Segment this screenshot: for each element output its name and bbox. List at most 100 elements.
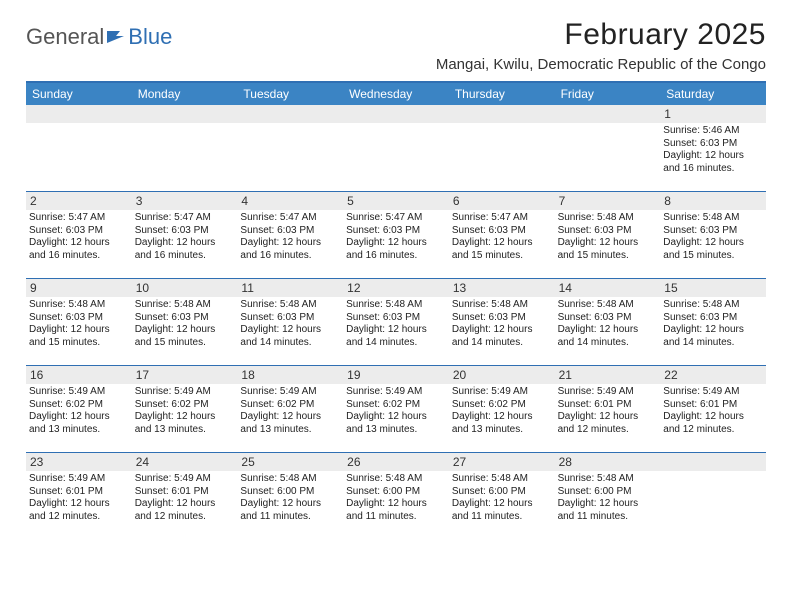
day-number-row xyxy=(449,105,555,123)
day-info: Sunrise: 5:48 AMSunset: 6:03 PMDaylight:… xyxy=(135,299,235,349)
day-number: 6 xyxy=(449,192,464,210)
day-number-row: 24 xyxy=(132,453,238,471)
day-number: 28 xyxy=(555,453,576,471)
day-number-row xyxy=(132,105,238,123)
day-number: 5 xyxy=(343,192,358,210)
day-header-sun: Sunday xyxy=(26,83,132,105)
calendar-cell: 22Sunrise: 5:49 AMSunset: 6:01 PMDayligh… xyxy=(660,366,766,452)
day-number-row xyxy=(343,105,449,123)
day-number-row: 18 xyxy=(237,366,343,384)
day-number-row: 25 xyxy=(237,453,343,471)
day-number: 16 xyxy=(26,366,47,384)
day-number-row: 28 xyxy=(555,453,661,471)
day-header-wed: Wednesday xyxy=(343,83,449,105)
calendar-cell xyxy=(343,105,449,191)
day-number-row: 6 xyxy=(449,192,555,210)
logo-text-general: General xyxy=(26,24,104,50)
calendar-cell: 8Sunrise: 5:48 AMSunset: 6:03 PMDaylight… xyxy=(660,192,766,278)
day-number: 9 xyxy=(26,279,41,297)
day-number-row: 17 xyxy=(132,366,238,384)
calendar-cell: 2 Sunrise: 5:47 AMSunset: 6:03 PMDaylight… xyxy=(26,192,132,278)
calendar-cell: 12 Sunrise: 5:48 AMSunset: 6:03 PMDayligh… xyxy=(343,279,449,365)
day-number: 25 xyxy=(237,453,258,471)
day-info: Sunrise: 5:48 AMSunset: 6:03 PMDaylight:… xyxy=(558,299,658,349)
day-header-sat: Saturday xyxy=(660,83,766,105)
day-info: Sunrise: 5:49 AMSunset: 6:02 PMDaylight:… xyxy=(240,386,340,436)
calendar-cell: 23 Sunrise: 5:49 AMSunset: 6:01 PMDayligh… xyxy=(26,453,132,539)
day-info: Sunrise: 5:47 AMSunset: 6:03 PMDaylight:… xyxy=(240,212,340,262)
day-info: Sunrise: 5:47 AMSunset: 6:03 PMDaylight:… xyxy=(346,212,446,262)
day-number-row: 15 xyxy=(660,279,766,297)
day-number: 21 xyxy=(555,366,576,384)
day-header-row: Sunday Monday Tuesday Wednesday Thursday… xyxy=(26,83,766,105)
calendar-cell: 18 Sunrise: 5:49 AMSunset: 6:02 PMDayligh… xyxy=(237,366,343,452)
calendar-cell: 7 Sunrise: 5:48 AMSunset: 6:03 PMDaylight… xyxy=(555,192,661,278)
calendar-cell: 14 Sunrise: 5:48 AMSunset: 6:03 PMDayligh… xyxy=(555,279,661,365)
day-info: Sunrise: 5:49 AMSunset: 6:01 PMDaylight:… xyxy=(29,473,129,523)
calendar-cell xyxy=(555,105,661,191)
calendar-cell: 11Sunrise: 5:48 AMSunset: 6:03 PMDayligh… xyxy=(237,279,343,365)
day-info: Sunrise: 5:47 AMSunset: 6:03 PMDaylight:… xyxy=(29,212,129,262)
day-number: 23 xyxy=(26,453,47,471)
day-header-thu: Thursday xyxy=(449,83,555,105)
day-info: Sunrise: 5:49 AMSunset: 6:01 PMDaylight:… xyxy=(135,473,235,523)
day-header-fri: Friday xyxy=(555,83,661,105)
calendar-cell: 28 Sunrise: 5:48 AMSunset: 6:00 PMDayligh… xyxy=(555,453,661,539)
day-info: Sunrise: 5:48 AMSunset: 6:00 PMDaylight:… xyxy=(558,473,658,523)
calendar-cell xyxy=(132,105,238,191)
calendar-week: 1 Sunrise: 5:46 AMSunset: 6:03 PMDaylight… xyxy=(26,105,766,192)
calendar-week: 16 Sunrise: 5:49 AMSunset: 6:02 PMDayligh… xyxy=(26,366,766,453)
calendar-cell: 27 Sunrise: 5:48 AMSunset: 6:00 PMDayligh… xyxy=(449,453,555,539)
day-info: Sunrise: 5:48 AMSunset: 6:03 PMDaylight:… xyxy=(663,212,763,262)
day-info: Sunrise: 5:48 AMSunset: 6:00 PMDaylight:… xyxy=(240,473,340,523)
day-info: Sunrise: 5:46 AMSunset: 6:03 PMDaylight:… xyxy=(663,125,763,175)
day-number-row: 16 xyxy=(26,366,132,384)
day-number-row xyxy=(26,105,132,123)
calendar-cell: 13 Sunrise: 5:48 AMSunset: 6:03 PMDayligh… xyxy=(449,279,555,365)
day-number: 2 xyxy=(26,192,41,210)
calendar-cell: 6Sunrise: 5:47 AMSunset: 6:03 PMDaylight… xyxy=(449,192,555,278)
day-info: Sunrise: 5:48 AMSunset: 6:00 PMDaylight:… xyxy=(346,473,446,523)
day-number-row: 22 xyxy=(660,366,766,384)
location-subtitle: Mangai, Kwilu, Democratic Republic of th… xyxy=(436,56,766,73)
calendar-week: 23 Sunrise: 5:49 AMSunset: 6:01 PMDayligh… xyxy=(26,453,766,539)
day-info: Sunrise: 5:49 AMSunset: 6:02 PMDaylight:… xyxy=(346,386,446,436)
day-header-mon: Monday xyxy=(132,83,238,105)
day-info: Sunrise: 5:49 AMSunset: 6:02 PMDaylight:… xyxy=(135,386,235,436)
day-number: 13 xyxy=(449,279,470,297)
day-number: 14 xyxy=(555,279,576,297)
day-number-row: 2 xyxy=(26,192,132,210)
day-info: Sunrise: 5:48 AMSunset: 6:03 PMDaylight:… xyxy=(452,299,552,349)
logo-text-blue: Blue xyxy=(128,24,172,50)
day-number-row: 1 xyxy=(660,105,766,123)
day-number: 26 xyxy=(343,453,364,471)
day-info: Sunrise: 5:48 AMSunset: 6:03 PMDaylight:… xyxy=(29,299,129,349)
calendar-cell: 5 Sunrise: 5:47 AMSunset: 6:03 PMDaylight… xyxy=(343,192,449,278)
day-number-row: 11 xyxy=(237,279,343,297)
day-number-row xyxy=(660,453,766,471)
day-number-row: 14 xyxy=(555,279,661,297)
day-number: 1 xyxy=(660,105,675,123)
day-number-row: 7 xyxy=(555,192,661,210)
day-info: Sunrise: 5:49 AMSunset: 6:02 PMDaylight:… xyxy=(452,386,552,436)
calendar-cell: 21 Sunrise: 5:49 AMSunset: 6:01 PMDayligh… xyxy=(555,366,661,452)
calendar-cell xyxy=(237,105,343,191)
day-number: 17 xyxy=(132,366,153,384)
day-info: Sunrise: 5:49 AMSunset: 6:02 PMDaylight:… xyxy=(29,386,129,436)
day-info: Sunrise: 5:48 AMSunset: 6:03 PMDaylight:… xyxy=(558,212,658,262)
day-number-row xyxy=(237,105,343,123)
calendar-cell: 15Sunrise: 5:48 AMSunset: 6:03 PMDayligh… xyxy=(660,279,766,365)
day-info: Sunrise: 5:48 AMSunset: 6:00 PMDaylight:… xyxy=(452,473,552,523)
calendar-cell xyxy=(449,105,555,191)
day-number: 22 xyxy=(660,366,681,384)
day-info: Sunrise: 5:48 AMSunset: 6:03 PMDaylight:… xyxy=(346,299,446,349)
day-number: 10 xyxy=(132,279,153,297)
month-title: February 2025 xyxy=(436,18,766,52)
calendar-cell: 16 Sunrise: 5:49 AMSunset: 6:02 PMDayligh… xyxy=(26,366,132,452)
calendar-cell: 24 Sunrise: 5:49 AMSunset: 6:01 PMDayligh… xyxy=(132,453,238,539)
calendar-cell: 19Sunrise: 5:49 AMSunset: 6:02 PMDayligh… xyxy=(343,366,449,452)
calendar-cell: 4Sunrise: 5:47 AMSunset: 6:03 PMDaylight… xyxy=(237,192,343,278)
day-number-row: 12 xyxy=(343,279,449,297)
day-info: Sunrise: 5:49 AMSunset: 6:01 PMDaylight:… xyxy=(558,386,658,436)
day-number-row: 27 xyxy=(449,453,555,471)
